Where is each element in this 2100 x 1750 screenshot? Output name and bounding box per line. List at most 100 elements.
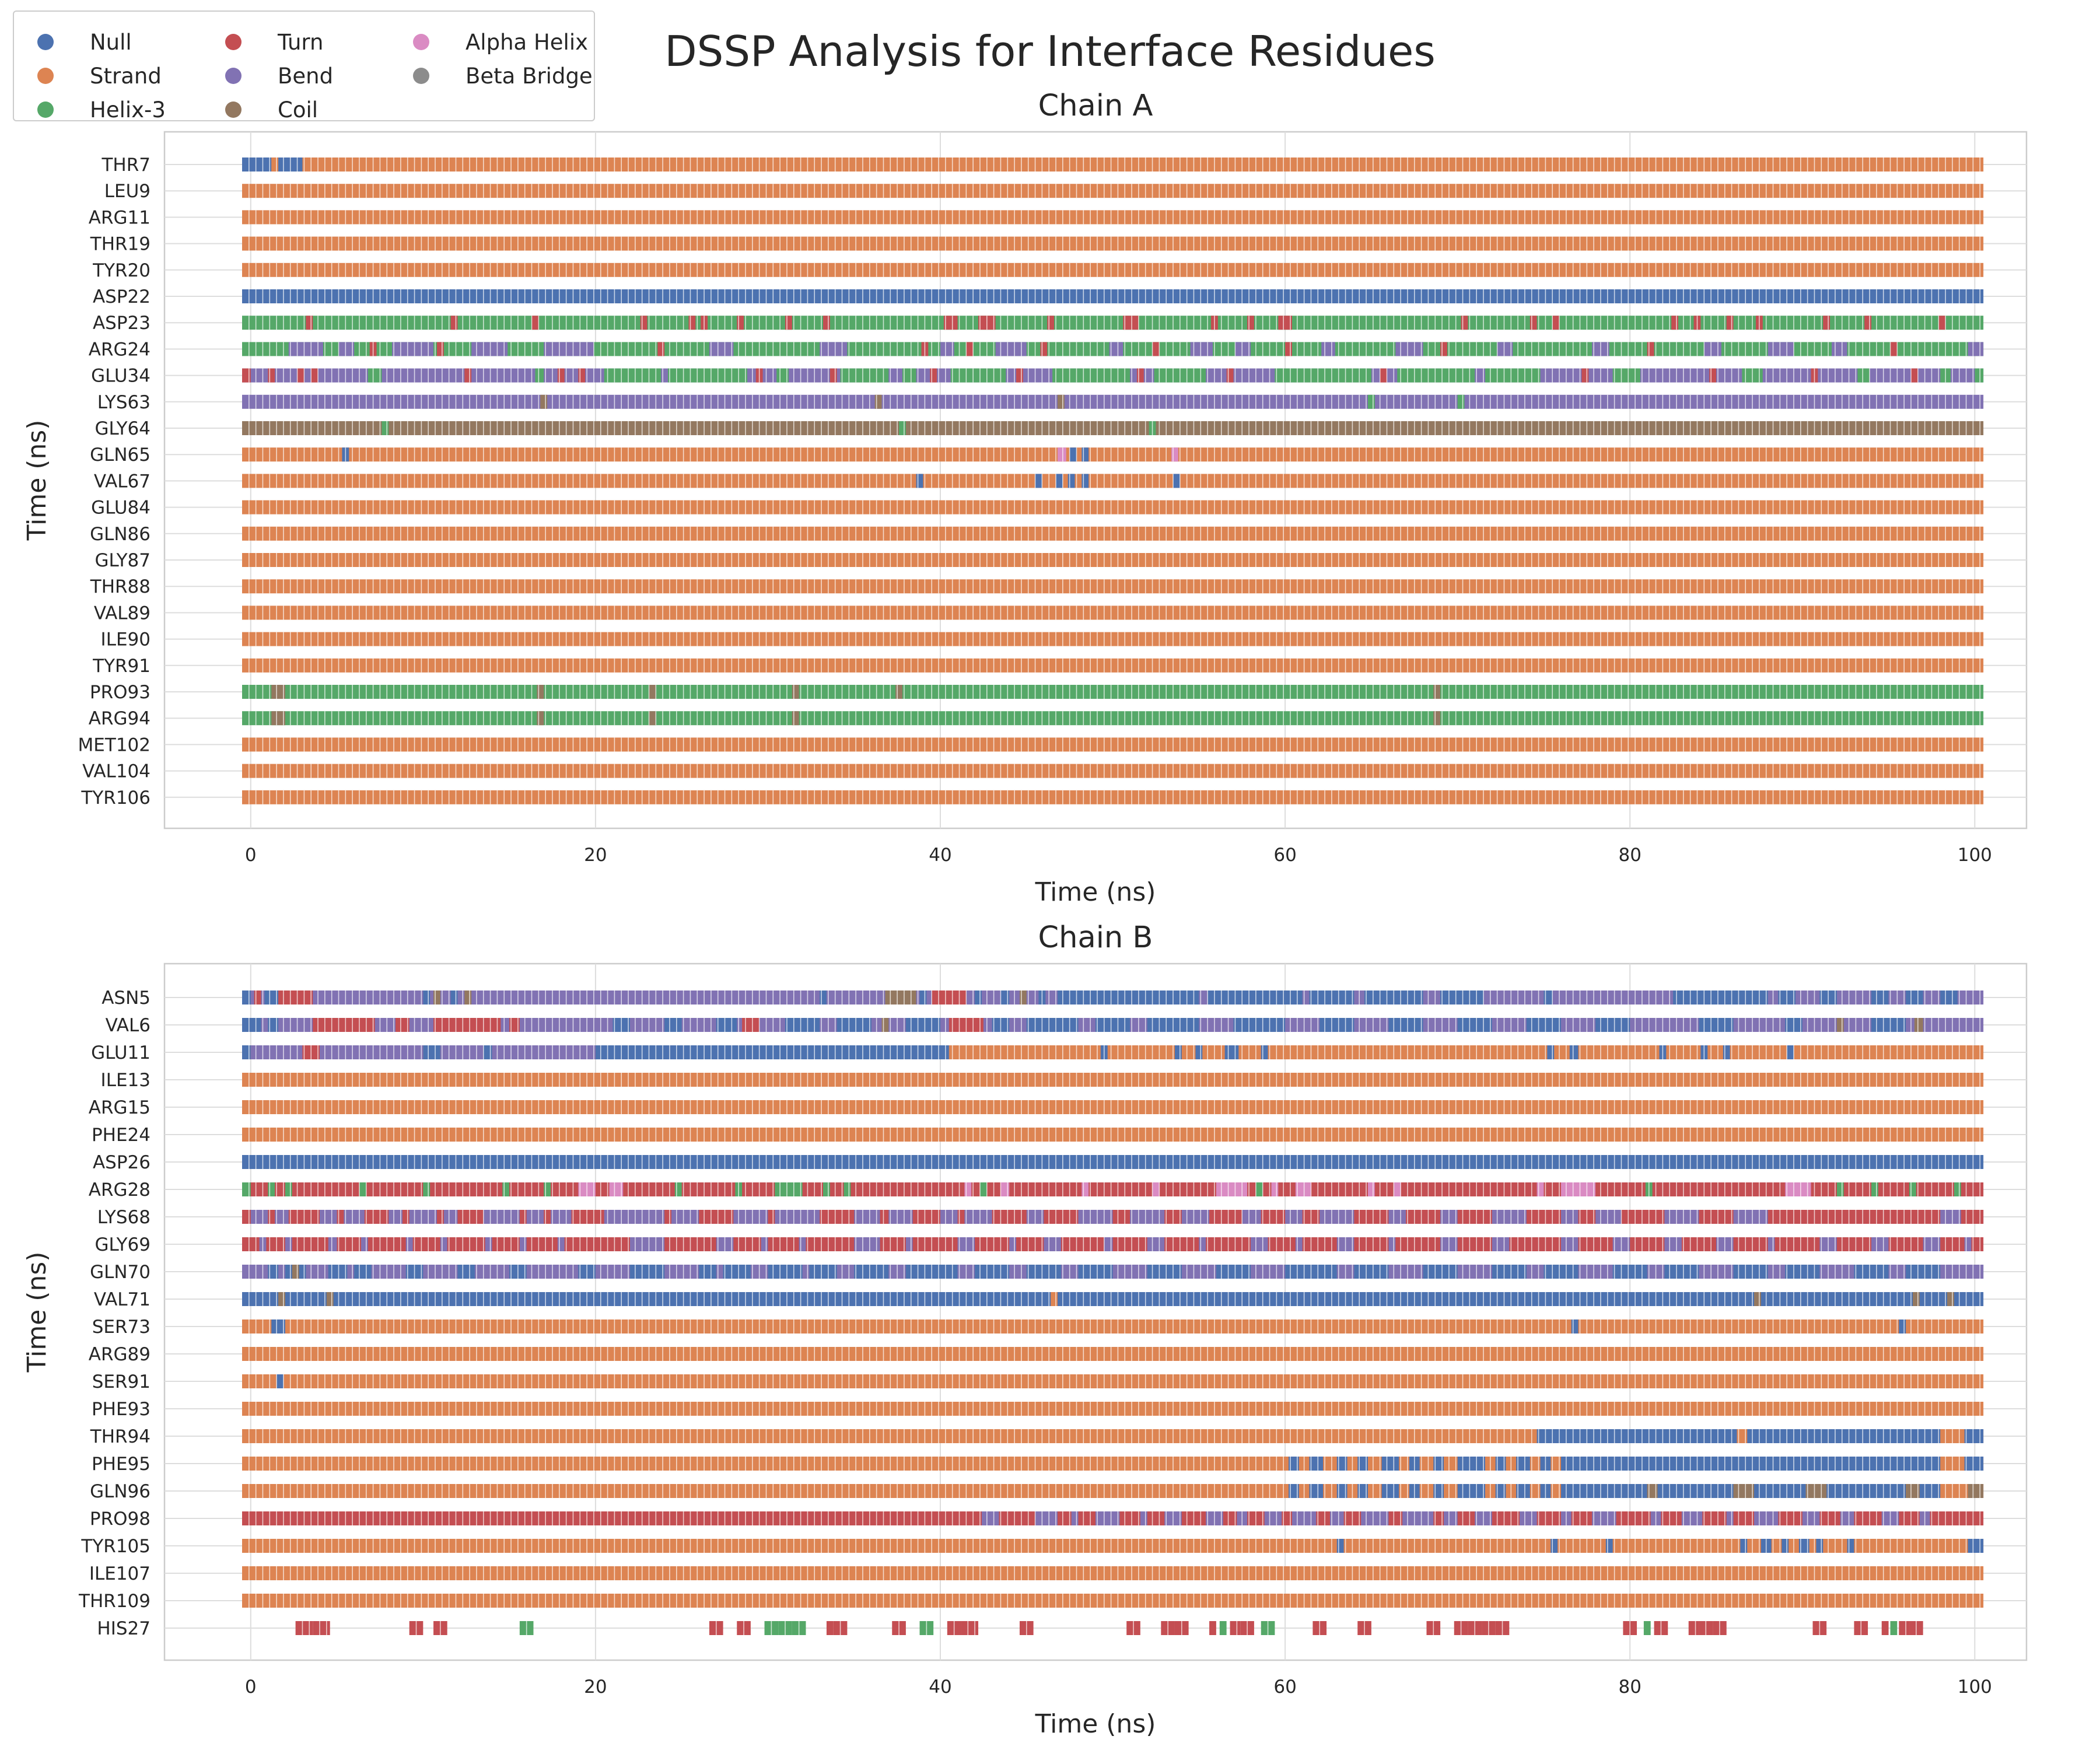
timeline-row-val89	[242, 606, 1984, 620]
timeline-row-val67	[242, 474, 1984, 488]
segment-event	[899, 421, 906, 435]
row-label: ARG24	[89, 339, 150, 360]
timeline-row-leu9	[242, 184, 1984, 198]
segment-event	[785, 316, 792, 330]
segment-event	[1069, 447, 1077, 462]
timeline-row-asp23	[242, 316, 1984, 330]
segment-event	[1975, 368, 1984, 383]
segment-event	[1612, 368, 1640, 383]
segment-event	[1497, 342, 1513, 356]
segment-base	[242, 394, 1984, 409]
timeline-row-arg24	[242, 342, 1984, 356]
segment-event	[830, 368, 837, 383]
segment-event	[540, 394, 548, 409]
segment-event	[382, 421, 389, 435]
segment-event	[1768, 342, 1794, 356]
segment-event	[930, 368, 937, 383]
segment-event	[1397, 368, 1475, 383]
row-label: GLY87	[94, 550, 150, 571]
segment-event	[1440, 342, 1447, 356]
segment-event	[1968, 342, 1984, 356]
frame-stripes	[249, 421, 1980, 435]
timeline-row-tyr20	[242, 262, 1984, 277]
row-label: LEU9	[104, 181, 150, 202]
segment-event	[271, 158, 279, 172]
segment-event	[242, 158, 272, 172]
segment-base	[242, 210, 1984, 225]
row-label: VAL89	[94, 603, 150, 624]
segment-event	[1910, 368, 1918, 383]
segment-event	[840, 368, 889, 383]
timeline-row-thr88	[242, 579, 1984, 594]
segment-event	[943, 316, 958, 330]
segment-event	[1552, 316, 1560, 330]
segment-event	[1726, 316, 1734, 330]
segment-event	[1823, 316, 1831, 330]
segment-event	[823, 316, 830, 330]
segment-event	[368, 368, 382, 383]
timeline-row-thr19	[242, 236, 1984, 251]
segment-event	[1040, 342, 1048, 356]
segment-event	[604, 368, 662, 383]
row-label: TYR20	[92, 260, 150, 281]
frame-stripes	[249, 500, 1980, 514]
segment-event	[995, 342, 1027, 356]
segment-event	[578, 368, 586, 383]
timeline-row-gln86	[242, 526, 1984, 541]
segment-base	[242, 289, 1984, 303]
segment-event	[950, 368, 1006, 383]
segment-event	[1057, 394, 1065, 409]
segment-event	[1671, 316, 1678, 330]
segment-base	[242, 474, 1984, 488]
row-label: THR88	[90, 576, 150, 597]
segment-event	[1461, 316, 1468, 330]
segment-event	[544, 342, 594, 356]
timeline-row-thr7	[242, 158, 1984, 172]
segment-event	[1123, 316, 1139, 330]
segment-event	[1035, 474, 1042, 488]
segment-event	[1485, 368, 1541, 383]
segment-event	[1082, 447, 1089, 462]
segment-base	[242, 447, 1984, 462]
segment-event	[640, 316, 648, 330]
segment-event	[1278, 316, 1292, 330]
segment-event	[1395, 342, 1423, 356]
segment-base	[242, 526, 1984, 541]
segment-event	[1581, 368, 1589, 383]
segment-event	[531, 316, 539, 330]
segment-event	[297, 368, 304, 383]
segment-event	[1275, 368, 1371, 383]
segment-event	[464, 368, 472, 383]
segment-event	[392, 342, 434, 356]
segment-event	[1152, 342, 1160, 356]
segment-event	[1226, 368, 1234, 383]
chart-panel-a: THR7 LEU9 ARG11 THR19 TYR20 ASP22 ASP23 ARG24 GL…	[22, 89, 2028, 907]
segment-event	[820, 342, 848, 356]
segment-event	[1082, 474, 1089, 488]
frame-stripes	[249, 526, 1980, 541]
timeline-row-arg11	[242, 210, 1984, 225]
segment-event	[471, 342, 508, 356]
timeline-row-asp22	[242, 289, 1984, 303]
segment-event	[306, 316, 313, 330]
segment-event	[1890, 342, 1898, 356]
segment-event	[1647, 342, 1654, 356]
segment-event	[1938, 316, 1946, 330]
timeline-row-lys63	[242, 394, 1984, 409]
segment-event	[535, 368, 544, 383]
row-label: GLU34	[91, 366, 150, 387]
segment-base	[242, 632, 1984, 646]
segment-base	[242, 236, 1984, 251]
segment-event	[311, 368, 318, 383]
row-label: ARG11	[89, 207, 150, 228]
frame-stripes	[249, 474, 1980, 488]
segment-event	[1047, 316, 1055, 330]
segment-base	[242, 158, 1984, 172]
row-label: LYS63	[97, 392, 150, 413]
segment-base	[242, 316, 1984, 330]
segment-event	[1247, 316, 1254, 330]
frame-stripes	[249, 553, 1980, 567]
segment-event	[916, 474, 923, 488]
segment-event	[1057, 447, 1066, 462]
